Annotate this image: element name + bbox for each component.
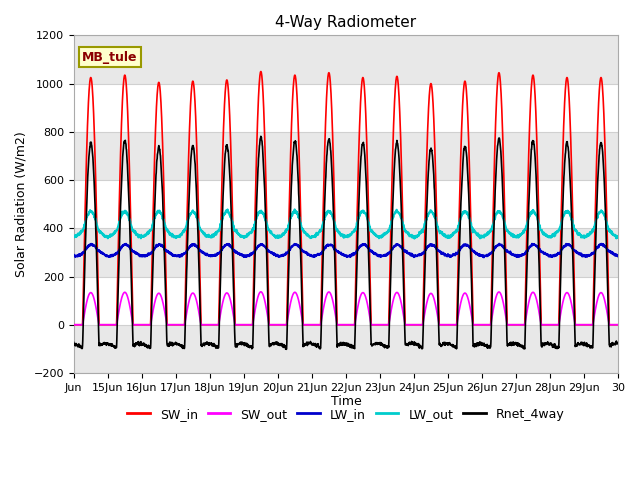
Bar <box>74 228 618 276</box>
Text: MB_tule: MB_tule <box>82 50 138 63</box>
Title: 4-Way Radiometer: 4-Way Radiometer <box>275 15 417 30</box>
Y-axis label: Solar Radiation (W/m2): Solar Radiation (W/m2) <box>15 131 28 277</box>
Legend: SW_in, SW_out, LW_in, LW_out, Rnet_4way: SW_in, SW_out, LW_in, LW_out, Rnet_4way <box>122 403 570 426</box>
Bar <box>74 325 618 373</box>
X-axis label: Time: Time <box>330 396 361 408</box>
Bar <box>74 132 618 180</box>
Bar <box>74 36 618 84</box>
